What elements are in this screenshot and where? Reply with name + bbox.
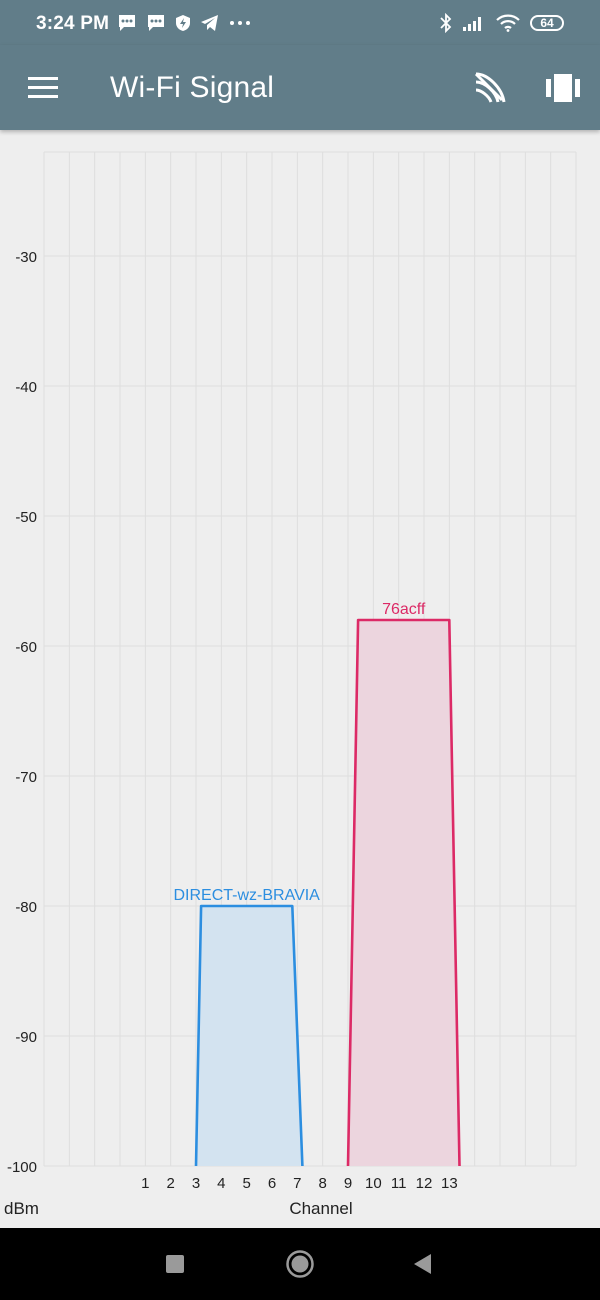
y-tick-label: -90 bbox=[15, 1029, 37, 1046]
x-tick-label: 1 bbox=[141, 1175, 149, 1192]
message-icon bbox=[119, 15, 135, 31]
x-tick-label: 5 bbox=[242, 1175, 250, 1192]
cellular-signal-icon bbox=[463, 17, 481, 31]
page-title: Wi-Fi Signal bbox=[110, 71, 275, 104]
battery-level: 64 bbox=[540, 16, 554, 30]
x-tick-label: 7 bbox=[293, 1175, 301, 1192]
x-tick-label: 2 bbox=[166, 1175, 174, 1192]
series-line bbox=[346, 618, 461, 1167]
x-tick-label: 6 bbox=[268, 1175, 276, 1192]
series-area bbox=[348, 620, 460, 1166]
x-tick-label: 3 bbox=[192, 1175, 200, 1192]
x-tick-label: 12 bbox=[416, 1175, 433, 1192]
series-label: DIRECT-wz-BRAVIA bbox=[173, 887, 320, 904]
app-bar: Wi-Fi Signal bbox=[0, 45, 600, 130]
navigation-bar bbox=[0, 1228, 600, 1300]
series-area bbox=[196, 906, 303, 1166]
system-icons: 64 bbox=[440, 13, 564, 33]
y-tick-label: -100 bbox=[7, 1159, 37, 1176]
y-tick-label: -60 bbox=[15, 639, 37, 656]
status-time: 3:24 PM bbox=[36, 13, 110, 34]
telegram-icon bbox=[201, 15, 218, 31]
wifi-icon bbox=[496, 14, 520, 32]
more-dots-icon bbox=[230, 21, 250, 25]
x-tick-label: 8 bbox=[318, 1175, 326, 1192]
bluetooth-icon bbox=[440, 13, 452, 33]
y-tick-label: -70 bbox=[15, 769, 37, 786]
x-tick-label: 9 bbox=[344, 1175, 352, 1192]
signal-chart: -30 -40 -50 -60 -70 -80 -90 -100 1 2 3 4 5 6 7 8 9 10 11 12… bbox=[0, 130, 600, 1228]
y-tick-label: -30 bbox=[15, 249, 37, 266]
y-axis-label: dBm bbox=[4, 1199, 39, 1218]
x-tick-label: 11 bbox=[391, 1175, 407, 1192]
notification-icons bbox=[117, 14, 251, 32]
menu-icon[interactable] bbox=[27, 76, 59, 100]
x-tick-label: 4 bbox=[217, 1175, 225, 1192]
y-tick-label: -40 bbox=[15, 379, 37, 396]
wifi-scan-icon[interactable] bbox=[472, 70, 508, 106]
shield-icon bbox=[176, 15, 190, 31]
series-line bbox=[194, 904, 304, 1167]
y-tick-label: -50 bbox=[15, 509, 37, 526]
back-triangle-icon[interactable] bbox=[412, 1253, 432, 1275]
status-bar: 3:24 PM bbox=[0, 0, 600, 45]
home-circle-icon[interactable] bbox=[285, 1249, 315, 1279]
x-tick-label: 10 bbox=[365, 1175, 382, 1192]
y-tick-label: -80 bbox=[15, 899, 37, 916]
series-label: 76acff bbox=[382, 601, 426, 618]
message-icon bbox=[148, 15, 164, 31]
battery-icon: 64 bbox=[530, 15, 564, 31]
view-toggle-icon[interactable] bbox=[546, 72, 580, 104]
x-tick-label: 13 bbox=[441, 1175, 458, 1192]
x-axis-label: Channel bbox=[289, 1199, 352, 1218]
recents-square-icon[interactable] bbox=[165, 1254, 185, 1274]
